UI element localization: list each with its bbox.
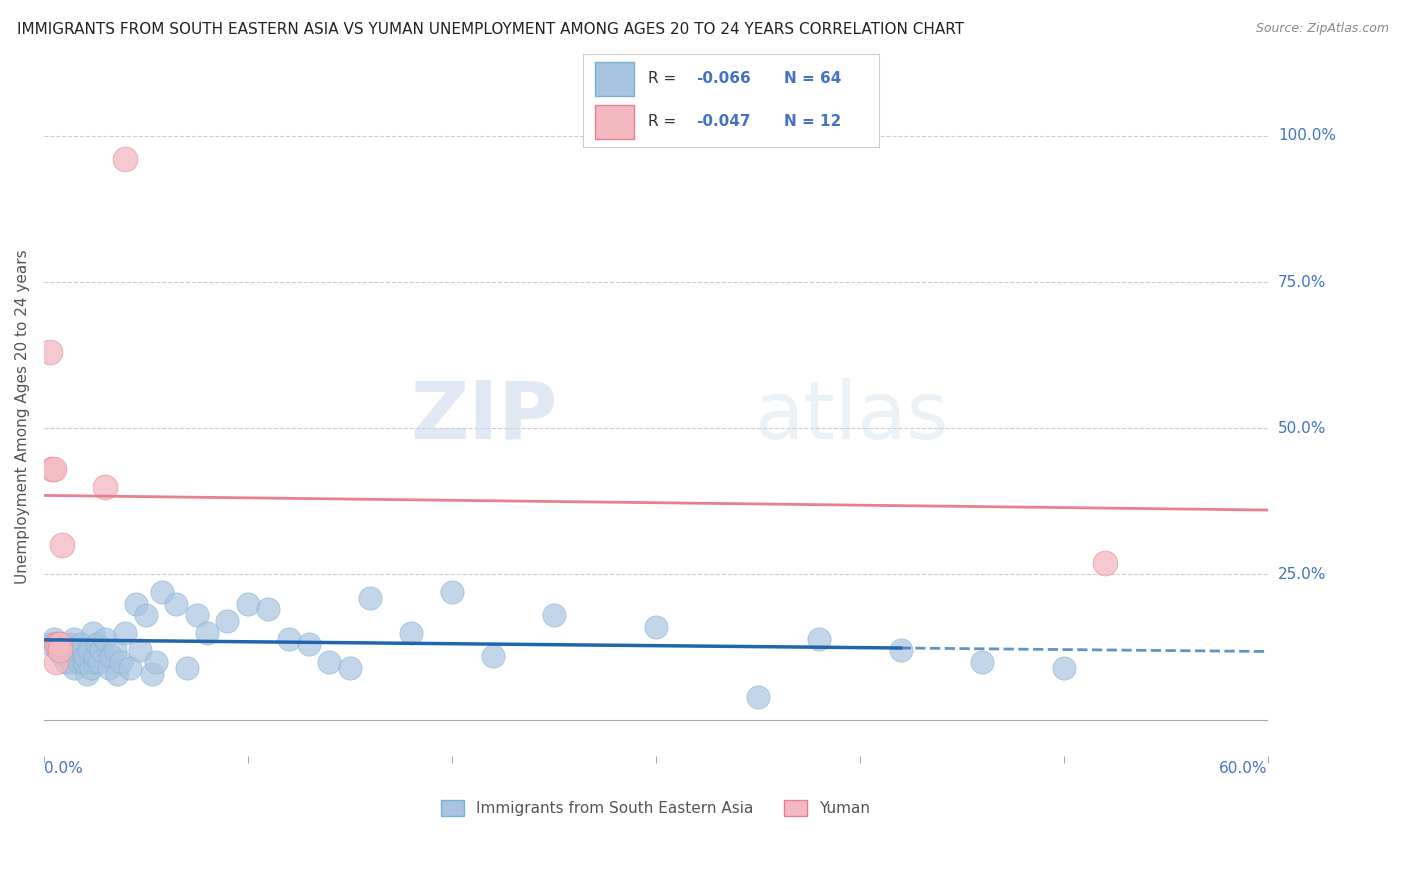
Point: [98, 661, 121, 675]
Point: [87, 655, 110, 669]
Point: [1094, 556, 1116, 570]
Point: [51, 649, 73, 664]
Point: [644, 620, 666, 634]
Point: [86, 638, 108, 652]
Point: [105, 666, 128, 681]
FancyBboxPatch shape: [595, 62, 634, 95]
Point: [65, 643, 87, 657]
Point: [135, 608, 157, 623]
Point: [45, 655, 67, 669]
Point: [195, 625, 218, 640]
Point: [90, 643, 112, 657]
FancyBboxPatch shape: [595, 105, 634, 139]
Point: [46, 643, 69, 657]
Text: R =: R =: [648, 71, 682, 87]
Point: [145, 655, 167, 669]
Point: [46, 638, 69, 652]
Point: [53, 643, 76, 657]
Point: [972, 655, 994, 669]
Point: [76, 666, 98, 681]
Text: 50.0%: 50.0%: [1278, 421, 1326, 435]
Point: [82, 625, 104, 640]
Text: -0.047: -0.047: [696, 114, 751, 129]
Point: [42, 462, 65, 476]
Legend: Immigrants from South Eastern Asia, Yuman: Immigrants from South Eastern Asia, Yuma…: [434, 794, 876, 822]
Point: [69, 638, 91, 652]
Point: [1053, 661, 1076, 675]
Text: 0.0%: 0.0%: [44, 762, 83, 776]
Point: [440, 585, 463, 599]
Point: [110, 655, 132, 669]
Text: IMMIGRANTS FROM SOUTH EASTERN ASIA VS YUMAN UNEMPLOYMENT AMONG AGES 20 TO 24 YEA: IMMIGRANTS FROM SOUTH EASTERN ASIA VS YU…: [17, 22, 965, 37]
Point: [49, 643, 72, 657]
Text: 60.0%: 60.0%: [1219, 762, 1268, 776]
Text: 75.0%: 75.0%: [1278, 275, 1326, 290]
Point: [124, 597, 146, 611]
Point: [39, 638, 62, 652]
Point: [481, 649, 503, 664]
Point: [49, 638, 72, 652]
Point: [747, 690, 769, 705]
Point: [543, 608, 565, 623]
Text: Source: ZipAtlas.com: Source: ZipAtlas.com: [1256, 22, 1389, 36]
Point: [62, 655, 84, 669]
Text: ZIP: ZIP: [411, 377, 558, 456]
Point: [94, 632, 117, 646]
Point: [59, 638, 82, 652]
Point: [186, 608, 208, 623]
Point: [80, 661, 103, 675]
Point: [67, 655, 90, 669]
Point: [63, 632, 86, 646]
Text: -0.066: -0.066: [696, 71, 751, 87]
Point: [42, 632, 65, 646]
Point: [128, 643, 150, 657]
Point: [100, 649, 122, 664]
Point: [83, 655, 105, 669]
Point: [83, 649, 105, 664]
Point: [114, 625, 136, 640]
Point: [236, 597, 259, 611]
Point: [141, 666, 163, 681]
Point: [318, 655, 340, 669]
Point: [41, 462, 63, 476]
Text: N = 64: N = 64: [785, 71, 842, 87]
Text: 25.0%: 25.0%: [1278, 566, 1326, 582]
Point: [39, 345, 62, 359]
Point: [166, 597, 188, 611]
Point: [277, 632, 299, 646]
Point: [359, 591, 381, 605]
Point: [94, 480, 117, 494]
Point: [257, 602, 280, 616]
Point: [217, 614, 239, 628]
Point: [114, 153, 136, 167]
Text: R =: R =: [648, 114, 682, 129]
Point: [889, 643, 911, 657]
Point: [73, 655, 96, 669]
Point: [72, 655, 94, 669]
Point: [73, 649, 96, 664]
Point: [104, 643, 127, 657]
Point: [51, 538, 73, 552]
Point: [58, 649, 80, 664]
Point: [339, 661, 361, 675]
Text: 100.0%: 100.0%: [1278, 128, 1336, 144]
Point: [63, 661, 86, 675]
Point: [45, 638, 67, 652]
Point: [49, 638, 72, 652]
Point: [150, 585, 173, 599]
Point: [399, 625, 422, 640]
Point: [69, 643, 91, 657]
Point: [176, 661, 198, 675]
Point: [55, 655, 77, 669]
Point: [118, 661, 141, 675]
Text: N = 12: N = 12: [785, 114, 842, 129]
Text: atlas: atlas: [754, 377, 948, 456]
Point: [298, 638, 321, 652]
Point: [807, 632, 830, 646]
Y-axis label: Unemployment Among Ages 20 to 24 years: Unemployment Among Ages 20 to 24 years: [15, 249, 30, 584]
Point: [77, 643, 100, 657]
